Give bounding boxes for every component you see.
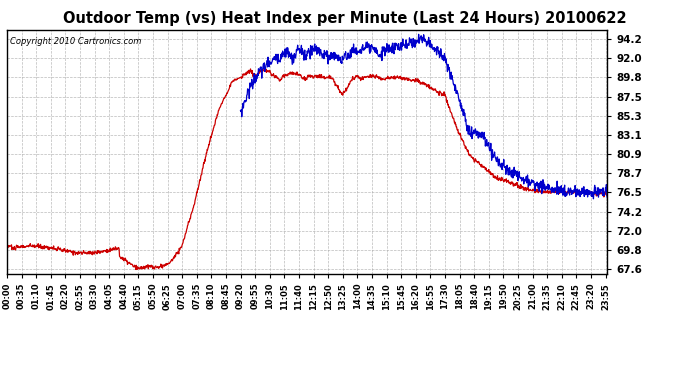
Text: Outdoor Temp (vs) Heat Index per Minute (Last 24 Hours) 20100622: Outdoor Temp (vs) Heat Index per Minute … bbox=[63, 11, 627, 26]
Text: Copyright 2010 Cartronics.com: Copyright 2010 Cartronics.com bbox=[10, 38, 141, 46]
